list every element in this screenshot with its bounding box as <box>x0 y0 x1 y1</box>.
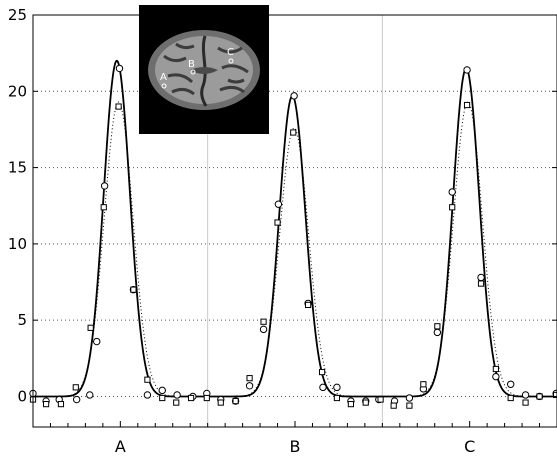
gridlines <box>33 14 557 397</box>
square-point-17 <box>274 219 281 226</box>
y-tick-label-5: 25 <box>8 6 27 24</box>
square-point-22 <box>347 401 354 408</box>
category-label-B: B <box>290 437 301 456</box>
square-point-14 <box>232 397 239 405</box>
square-point-15 <box>246 375 253 382</box>
circle-point-5 <box>93 337 101 346</box>
circle-point-6 <box>100 182 109 190</box>
square-point-7 <box>130 286 137 293</box>
y-tick-label-4: 20 <box>8 82 27 100</box>
circle-point-30 <box>448 188 456 196</box>
square-point-31 <box>477 280 485 287</box>
square-point-2 <box>57 401 65 408</box>
category-label-C: C <box>464 437 475 456</box>
circle-point-31 <box>463 66 471 74</box>
square-point-32 <box>492 365 499 373</box>
circle-point-7 <box>115 64 124 73</box>
square-point-35 <box>536 393 543 400</box>
circle-point-21 <box>319 383 327 392</box>
square-point-6 <box>115 103 122 110</box>
inset-label-C: C <box>227 47 234 58</box>
brain-sulci <box>163 42 249 96</box>
circle-point-29 <box>433 328 442 337</box>
solid-curve <box>33 59 557 398</box>
square-point-9 <box>159 394 166 402</box>
series-squares <box>29 101 557 409</box>
plot-frame <box>32 14 557 428</box>
square-point-27 <box>420 381 427 388</box>
square-point-29 <box>449 204 456 211</box>
brain-midline <box>200 35 208 107</box>
category-labels: A B C <box>115 437 475 456</box>
y-tick-label-0: 0 <box>17 387 27 405</box>
square-point-20 <box>318 368 326 376</box>
inset-label-B: B <box>188 59 195 70</box>
circle-point-17 <box>259 325 268 334</box>
square-point-3 <box>72 384 79 391</box>
square-point-24 <box>377 396 384 403</box>
circle-point-33 <box>492 372 500 381</box>
y-tick-label-3: 15 <box>8 159 27 177</box>
circle-point-32 <box>477 273 485 282</box>
dotted-curve <box>33 101 557 397</box>
square-point-8 <box>144 376 151 383</box>
circle-point-16 <box>245 382 254 390</box>
brain-ventricles <box>190 67 218 74</box>
square-point-30 <box>463 101 471 109</box>
circle-point-10 <box>158 386 166 395</box>
inset-marker-B-dot <box>190 69 196 75</box>
square-point-25 <box>390 402 397 409</box>
square-point-19 <box>305 301 312 309</box>
y-tick-label-1: 5 <box>17 311 27 329</box>
square-point-18 <box>290 129 297 136</box>
square-point-23 <box>362 399 369 406</box>
square-point-34 <box>522 399 529 406</box>
circle-point-35 <box>521 391 530 399</box>
square-point-5 <box>100 204 107 211</box>
square-point-11 <box>187 394 195 402</box>
circle-point-18 <box>274 200 283 208</box>
square-point-12 <box>203 394 210 402</box>
brain-inset: A B C <box>139 5 269 134</box>
square-point-4 <box>87 324 94 331</box>
square-point-1 <box>43 401 50 408</box>
circle-point-9 <box>143 391 152 399</box>
series-dotted <box>33 101 557 397</box>
circle-point-19 <box>290 92 298 100</box>
circle-point-34 <box>507 380 515 388</box>
circle-point-22 <box>333 383 341 392</box>
square-point-10 <box>173 399 180 406</box>
inset-marker-B: B <box>188 59 196 75</box>
circle-point-3 <box>72 395 81 404</box>
square-point-26 <box>406 402 413 409</box>
inset-marker-C-dot <box>228 58 234 64</box>
x-axis-ticks <box>32 421 557 427</box>
square-point-33 <box>507 394 514 402</box>
circle-point-4 <box>86 391 94 399</box>
circle-point-27 <box>405 394 414 402</box>
circle-point-11 <box>173 391 181 399</box>
inset-marker-A: A <box>160 72 167 89</box>
inset-label-A: A <box>160 72 167 83</box>
square-point-21 <box>333 394 341 402</box>
inset-marker-C: C <box>227 47 234 64</box>
square-point-28 <box>434 323 441 330</box>
square-point-16 <box>260 318 267 325</box>
inset-marker-A-dot <box>161 83 167 89</box>
square-point-36 <box>553 391 557 399</box>
square-point-13 <box>217 399 224 406</box>
y-axis-ticks: 0 5 10 15 20 25 <box>8 6 557 405</box>
category-label-A: A <box>115 437 126 456</box>
y-tick-label-2: 10 <box>8 235 27 253</box>
series-solid <box>33 59 557 398</box>
